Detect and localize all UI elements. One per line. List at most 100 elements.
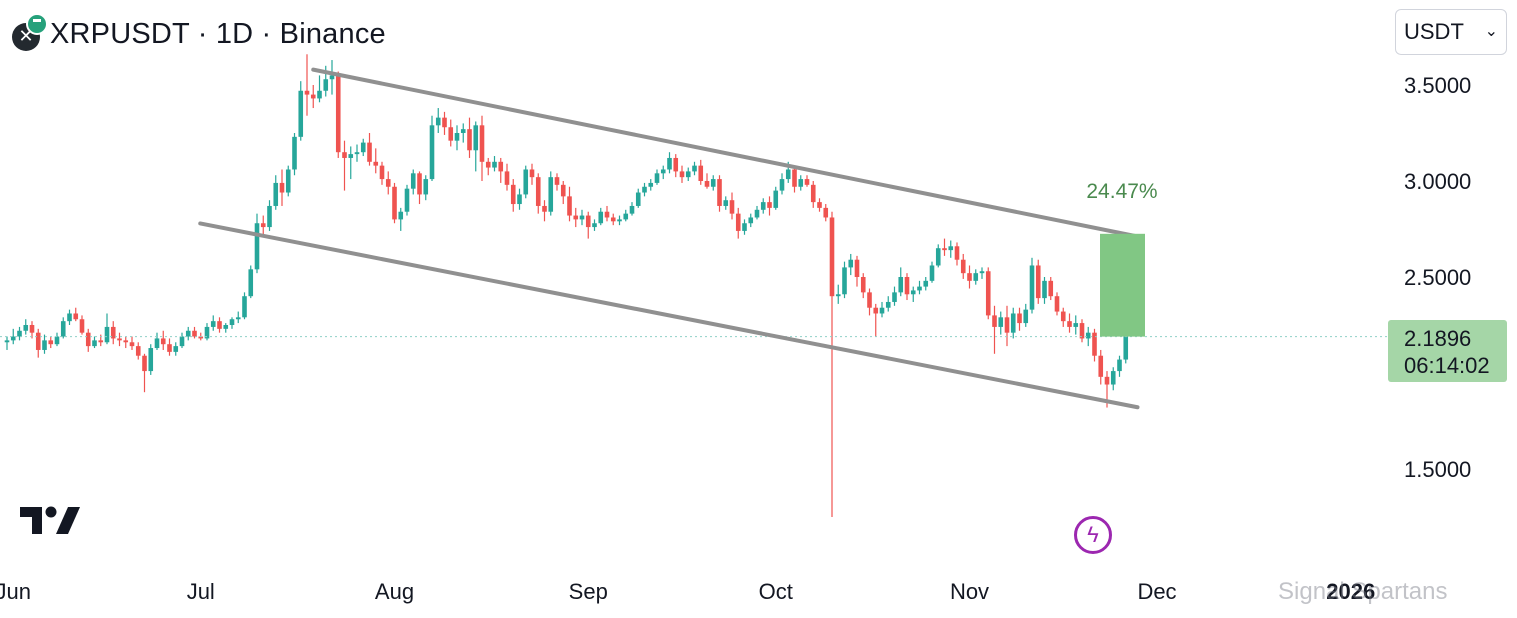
candle-body [42,340,47,350]
price-range-measure[interactable] [1100,233,1145,337]
price-axis[interactable]: 3.5000 3.0000 2.5000 1.5000 [1404,73,1471,482]
candle-2025-09-28 [754,205,760,220]
candle-body [1023,309,1029,324]
candle-2025-10-19 [885,296,891,312]
candle-2025-08-16 [485,157,491,176]
candle-body [604,211,610,218]
candle-2025-06-14 [92,336,97,349]
candle-2025-09-09 [635,188,641,208]
candle-body [929,265,935,281]
candle-body [623,213,629,220]
candle-body [860,277,866,293]
candle-2025-10-18 [879,301,885,318]
candle-body [1029,265,1035,310]
candle-2025-10-20 [892,286,897,306]
candle-body [467,129,472,151]
candle-body [335,75,341,153]
candle-2025-10-08 [817,198,822,212]
candle-body [185,330,191,337]
time-tick-label: Jun [0,579,31,604]
candle-2025-11-01 [967,265,972,289]
candle-body [248,269,254,297]
time-axis[interactable]: Jun Jul Aug Sep Oct Nov Dec 2026 [0,579,1375,604]
candle-body [4,340,10,343]
candle-body [435,117,441,126]
candle-body [1054,296,1060,312]
candle-body [579,215,585,220]
candle-body [385,179,391,187]
candle-body [154,338,160,349]
currency-select[interactable]: USDT ⌄ [1395,9,1507,55]
candle-2025-09-05 [610,213,616,226]
candle-2025-07-29 [373,148,379,174]
candle-body [992,315,997,327]
price-tick-label: 3.0000 [1404,169,1471,194]
candle-body [210,321,216,327]
candle-2025-09-26 [742,219,747,235]
candle-body [1004,317,1010,333]
candle-body [1117,359,1122,372]
candle-2025-06-28 [179,332,185,349]
candle-2025-07-17 [298,81,304,141]
candle-2025-06-20 [129,336,135,350]
chevron-down-icon: ⌄ [1484,23,1498,40]
candle-body [892,292,897,302]
candle-body [392,186,397,220]
price-tick-label: 2.5000 [1404,265,1471,290]
candle-body [1060,311,1066,322]
candle-body [292,136,297,170]
candle-body [142,355,147,372]
candle-2025-07-22 [329,60,335,95]
candle-2025-06-26 [167,338,172,356]
candle-body [35,332,41,350]
lightning-bolt-icon[interactable]: ϟ [1074,516,1112,554]
candle-body [279,182,285,193]
candle-2025-07-15 [285,165,291,197]
symbol-title: XRPUSDT · 1D · Binance [50,17,386,50]
candle-2025-07-14 [279,169,285,206]
candle-body [710,179,716,187]
candle-2025-08-23 [529,163,535,185]
candle-body [98,340,104,343]
candle-body [48,340,54,345]
candle-2025-08-27 [554,173,560,191]
candle-2025-11-02 [973,269,979,285]
candle-body [867,292,872,308]
candle-body [360,142,366,153]
watermark-text: Signal Spartans [1278,578,1448,605]
candle-2025-09-30 [767,196,772,216]
candle-2025-07-28 [367,133,372,166]
candle-body [942,248,947,251]
channel-upper-line[interactable] [311,67,1140,239]
candle-body [417,173,422,195]
tradingview-logo-icon[interactable] [20,504,82,536]
time-tick-label: Jul [187,579,215,604]
candle-body [429,125,435,180]
candle-2025-06-05 [35,328,41,358]
candle-2025-08-11 [454,125,460,151]
candle-body [310,94,316,99]
candle-2025-10-27 [935,244,941,268]
candle-2025-08-03 [404,184,410,216]
candle-body [935,248,941,266]
candle-body [492,161,497,168]
candle-body [348,154,354,158]
candle-body [367,142,372,162]
candle-2025-11-10 [1023,303,1029,327]
candle-body [1104,376,1110,385]
candle-2025-10-06 [804,175,810,187]
candle-body [767,202,772,208]
candle-2025-10-11 [835,284,841,304]
candle-body [192,330,197,337]
candle-body [654,173,660,183]
candle-body [667,157,672,170]
candle-body [410,173,416,189]
channel-lower-line[interactable] [198,221,1140,410]
candle-2025-11-18 [1073,315,1079,335]
candle-2025-09-06 [617,215,622,226]
candle-body [135,346,141,356]
candle-2025-08-02 [398,207,404,231]
candle-body [54,336,60,345]
candle-body [773,190,779,208]
